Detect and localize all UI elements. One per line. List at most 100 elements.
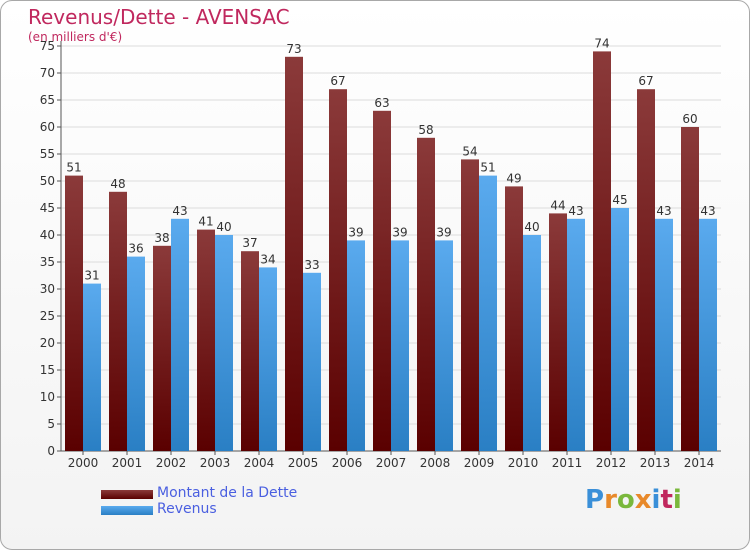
- bar-debt-2014: [681, 127, 699, 451]
- x-tick-label-2003: 2003: [200, 456, 231, 470]
- data-label-revenue-2004: 34: [260, 252, 275, 266]
- y-tick-label: 45: [40, 201, 55, 215]
- x-tick-label-2011: 2011: [552, 456, 583, 470]
- logo-letter: r: [604, 485, 617, 515]
- x-tick-label-2004: 2004: [244, 456, 275, 470]
- bar-debt-2009: [461, 159, 479, 451]
- logo-letter: x: [634, 485, 652, 515]
- bar-debt-2005: [285, 56, 303, 452]
- y-tick-label: 75: [40, 39, 55, 53]
- data-label-revenue-2014: 43: [700, 204, 715, 218]
- legend-swatch-debt: [101, 490, 153, 499]
- bar-debt-2002: [153, 245, 171, 451]
- y-tick-label: 65: [40, 93, 55, 107]
- logo-letter: i: [651, 485, 661, 515]
- logo-letter: i: [672, 485, 682, 515]
- data-label-debt-2000: 51: [66, 161, 81, 175]
- y-tick-label: 5: [47, 417, 55, 431]
- bar-debt-2012: [593, 51, 611, 452]
- data-label-revenue-2011: 43: [568, 204, 583, 218]
- x-tick-label-2009: 2009: [464, 456, 495, 470]
- data-label-revenue-2012: 45: [612, 193, 627, 207]
- data-label-debt-2002: 38: [154, 231, 169, 245]
- data-label-revenue-2005: 33: [304, 258, 319, 272]
- x-tick-label-2007: 2007: [376, 456, 407, 470]
- x-tick-label-2008: 2008: [420, 456, 451, 470]
- x-tick-label-2010: 2010: [508, 456, 539, 470]
- bar-debt-2006: [329, 89, 347, 451]
- data-label-revenue-2000: 31: [84, 269, 99, 283]
- x-tick-label-2014: 2014: [684, 456, 715, 470]
- proxiti-logo: Proxiti: [585, 485, 682, 515]
- data-label-debt-2001: 48: [110, 177, 125, 191]
- data-label-debt-2004: 37: [242, 236, 257, 250]
- bar-revenue-2001: [127, 256, 145, 451]
- x-tick-label-2005: 2005: [288, 456, 319, 470]
- data-label-revenue-2003: 40: [216, 220, 231, 234]
- data-label-revenue-2009: 51: [480, 161, 495, 175]
- bar-debt-2013: [637, 89, 655, 451]
- data-label-revenue-2013: 43: [656, 204, 671, 218]
- data-label-revenue-2007: 39: [392, 225, 407, 239]
- data-label-debt-2012: 74: [594, 36, 609, 50]
- data-label-revenue-2006: 39: [348, 225, 363, 239]
- chart-subtitle: (en milliers d'€): [28, 30, 123, 44]
- y-tick-label: 0: [47, 444, 55, 458]
- bar-revenue-2010: [523, 235, 541, 451]
- data-label-debt-2005: 73: [286, 42, 301, 56]
- legend-label-debt: Montant de la Dette: [157, 485, 298, 501]
- chart-title: Revenus/Dette - AVENSAC: [28, 5, 290, 29]
- data-label-revenue-2002: 43: [172, 204, 187, 218]
- y-tick-label: 10: [40, 390, 55, 404]
- bar-debt-2001: [109, 191, 127, 452]
- bar-revenue-2014: [699, 218, 717, 451]
- bar-revenue-2003: [215, 235, 233, 451]
- bar-revenue-2005: [303, 272, 321, 451]
- bar-debt-2008: [417, 137, 435, 452]
- data-label-debt-2003: 41: [198, 215, 213, 229]
- x-tick-label-2013: 2013: [640, 456, 671, 470]
- data-label-debt-2008: 58: [418, 123, 433, 137]
- data-label-debt-2006: 67: [330, 74, 345, 88]
- y-tick-label: 20: [40, 336, 55, 350]
- logo-letter: P: [585, 485, 605, 515]
- bar-revenue-2013: [655, 218, 673, 451]
- y-tick-label: 70: [40, 66, 55, 80]
- data-label-debt-2013: 67: [638, 74, 653, 88]
- data-label-debt-2010: 49: [506, 171, 521, 185]
- bar-debt-2004: [241, 251, 259, 451]
- bar-debt-2003: [197, 229, 215, 451]
- bar-revenue-2000: [83, 283, 101, 451]
- data-label-revenue-2001: 36: [128, 242, 143, 256]
- bar-debt-2010: [505, 186, 523, 451]
- x-tick-label-2001: 2001: [112, 456, 143, 470]
- bar-revenue-2009: [479, 175, 497, 451]
- y-tick-label: 50: [40, 174, 55, 188]
- x-tick-label-2006: 2006: [332, 456, 363, 470]
- y-tick-label: 40: [40, 228, 55, 242]
- bar-debt-2007: [373, 110, 391, 452]
- y-tick-label: 55: [40, 147, 55, 161]
- legend-label-revenue: Revenus: [157, 501, 217, 517]
- data-label-debt-2014: 60: [682, 112, 697, 126]
- bar-revenue-2008: [435, 240, 453, 451]
- axes: 0 5 10 15 20 25 30 35 40 45 50 55 60 65 70 75 2000 2001 20…: [40, 39, 721, 470]
- data-label-revenue-2010: 40: [524, 220, 539, 234]
- bar-debt-2011: [549, 213, 567, 451]
- data-label-revenue-2008: 39: [436, 225, 451, 239]
- data-label-debt-2007: 63: [374, 96, 389, 110]
- bar-revenue-2011: [567, 218, 585, 451]
- bar-debt-2000: [65, 175, 83, 451]
- y-tick-label: 60: [40, 120, 55, 134]
- data-label-debt-2011: 44: [550, 198, 565, 212]
- bar-revenue-2002: [171, 218, 189, 451]
- y-tick-label: 15: [40, 363, 55, 377]
- logo-letter: t: [660, 485, 673, 515]
- bar-revenue-2012: [611, 208, 629, 451]
- bar-revenue-2006: [347, 240, 365, 451]
- bar-revenue-2004: [259, 267, 277, 451]
- x-tick-label-2000: 2000: [68, 456, 99, 470]
- y-tick-label: 35: [40, 255, 55, 269]
